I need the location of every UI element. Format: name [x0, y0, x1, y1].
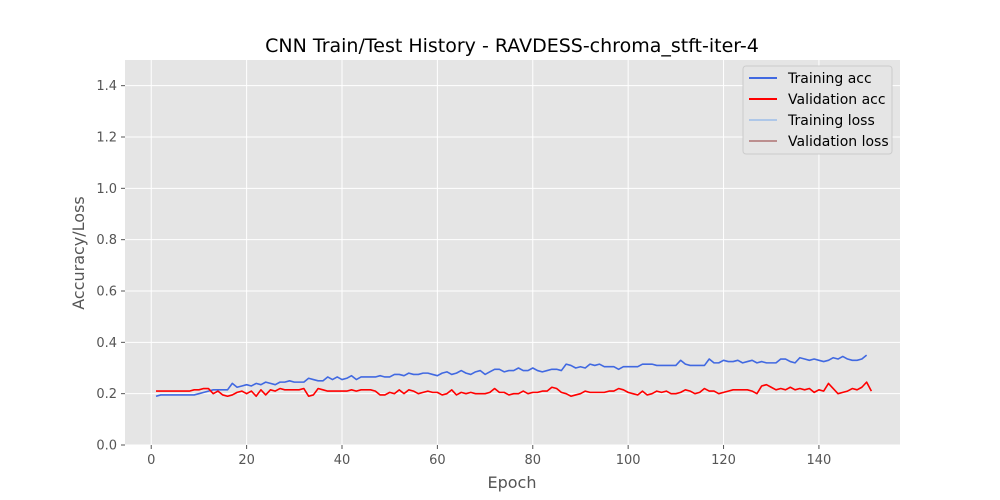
chart-title: CNN Train/Test History - RAVDESS-chroma_…: [265, 35, 759, 57]
x-tick-label: 20: [238, 453, 255, 468]
legend-label: Validation loss: [788, 134, 889, 150]
y-tick-label: 0.8: [96, 233, 117, 248]
legend-label: Training loss: [787, 113, 875, 129]
series-layer: [155, 354, 873, 398]
y-tick-label: 0.0: [96, 439, 117, 454]
y-tick-label: 0.4: [96, 336, 117, 351]
y-tick-label: 0.6: [96, 285, 117, 300]
ticks: 0 20 40 60 80 100 120 140 0.0 0.2 0.4 0.6 0.8 1.0 1.2 1…: [96, 79, 831, 468]
x-tick-label: 100: [616, 453, 641, 468]
x-tick-label: 80: [524, 453, 541, 468]
series-line-validation-acc: [156, 381, 873, 398]
legend-box: [742, 65, 893, 155]
series-line-training-acc: [155, 354, 868, 398]
y-axis-label: Accuracy/Loss: [69, 196, 88, 310]
x-tick-label: 0: [147, 453, 155, 468]
legend: Training acc Validation acc Training loss V…: [742, 65, 893, 155]
legend-label: Validation acc: [788, 92, 886, 108]
x-tick-label: 60: [429, 453, 446, 468]
y-tick-label: 1.0: [96, 182, 117, 197]
legend-label: Training acc: [787, 71, 872, 87]
x-tick-label: 40: [334, 453, 351, 468]
y-tick-label: 1.4: [96, 79, 117, 94]
x-axis-label: Epoch: [488, 473, 537, 492]
y-tick-label: 0.2: [96, 387, 117, 402]
y-tick-label: 1.2: [96, 131, 117, 146]
x-tick-label: 120: [711, 453, 736, 468]
x-tick-label: 140: [807, 453, 832, 468]
